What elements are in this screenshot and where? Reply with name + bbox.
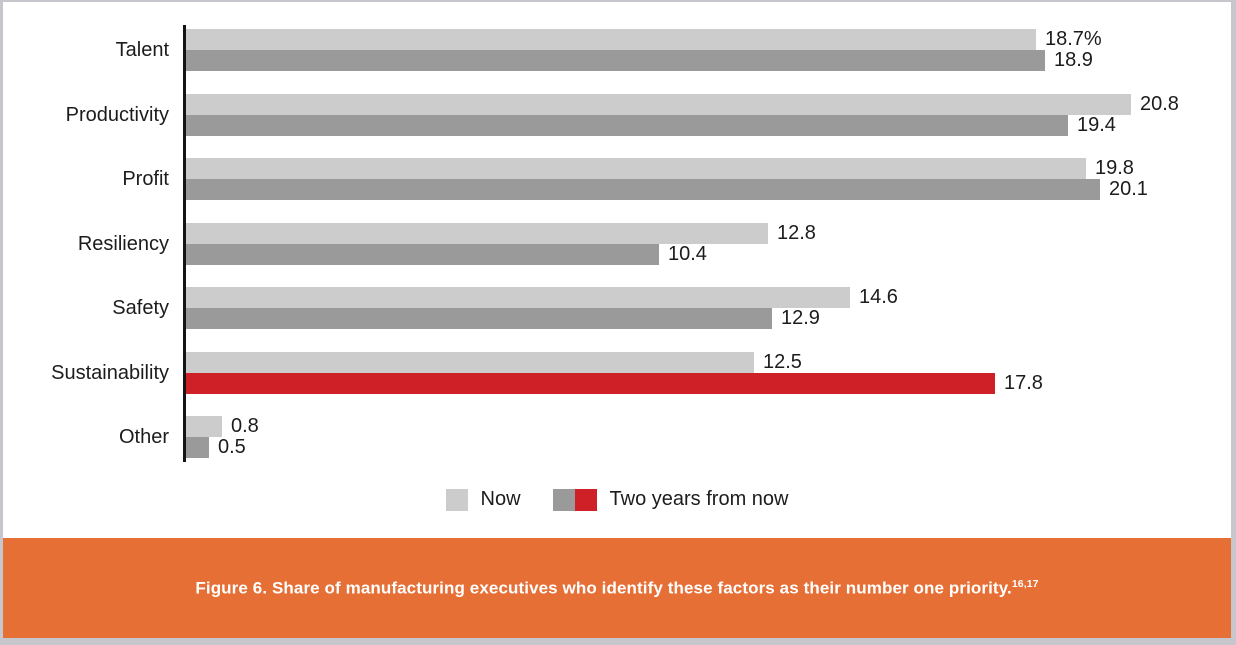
chart-row: Safety 14.6 12.9 [3, 287, 1231, 329]
bar-value-label: 19.4 [1077, 113, 1116, 136]
y-axis-line [183, 25, 186, 462]
bar-value-label: 18.7% [1045, 28, 1102, 50]
bar-future-productivity [186, 114, 1068, 136]
chart-rows: Talent 18.7% 18.9 Productivity 20.8 19.4 Profi… [3, 2, 1231, 458]
legend-swatch-future-gray [552, 488, 575, 511]
legend-swatch-now [445, 488, 468, 511]
legend-label-now: Now [480, 488, 521, 510]
bar-line: 0.5 [186, 437, 1231, 458]
chart-area: Talent 18.7% 18.9 Productivity 20.8 19.4 Profi… [3, 2, 1231, 538]
caption-text: Figure 6. Share of manufacturing executi… [195, 578, 1012, 598]
bar-future-talent [186, 50, 1045, 71]
bar-line: 17.8 [186, 371, 1231, 394]
chart-row: Resiliency 12.8 10.4 [3, 221, 1231, 265]
category-label: Talent [115, 39, 169, 61]
bar-line: 12.5 [186, 350, 1231, 373]
figure-caption: Figure 6. Share of manufacturing executi… [195, 578, 1038, 599]
category-label: Safety [112, 297, 169, 319]
bar-value-label: 10.4 [668, 242, 707, 265]
bar-value-label: 20.8 [1140, 92, 1179, 115]
bar-now-resiliency [186, 222, 768, 244]
bar-value-label: 19.8 [1095, 157, 1134, 179]
legend-item-now: Now [445, 488, 521, 511]
bar-value-label: 12.8 [777, 221, 816, 244]
bar-line: 19.8 [186, 158, 1231, 179]
chart-row: Sustainability 12.5 17.8 [3, 350, 1231, 394]
category-label: Productivity [65, 103, 169, 126]
bar-future-profit [186, 179, 1100, 200]
bar-line: 14.6 [186, 287, 1231, 308]
category-label: Sustainability [51, 361, 169, 384]
category-label: Resiliency [77, 232, 169, 255]
bar-value-label: 12.9 [781, 307, 820, 329]
bar-now-talent [186, 29, 1036, 50]
bar-value-label: 14.6 [859, 286, 898, 308]
caption-band: Figure 6. Share of manufacturing executi… [3, 538, 1231, 638]
legend: Now Two years from now [3, 488, 1231, 511]
bar-line: 12.8 [186, 221, 1231, 244]
caption-footnote-refs: 16,17 [1011, 577, 1039, 590]
bar-now-sustainability [186, 351, 754, 373]
bar-line: 18.7% [186, 29, 1231, 50]
bar-line: 19.4 [186, 113, 1231, 136]
bar-future-other [186, 437, 209, 458]
bar-line: 10.4 [186, 242, 1231, 265]
bar-value-label: 12.5 [763, 350, 802, 373]
legend-item-future: Two years from now [552, 488, 789, 511]
bar-value-label: 0.5 [218, 436, 246, 458]
category-label: Other [118, 426, 169, 448]
bar-now-other [186, 416, 222, 437]
chart-row: Profit 19.8 20.1 [3, 158, 1231, 200]
chart-row: Other 0.8 0.5 [3, 416, 1231, 458]
bar-now-profit [186, 158, 1086, 179]
category-label: Profit [122, 168, 169, 190]
bar-future-safety [186, 308, 772, 329]
bar-value-label: 18.9 [1054, 49, 1093, 71]
chart-row: Productivity 20.8 19.4 [3, 92, 1231, 136]
bar-now-productivity [186, 93, 1131, 115]
bar-line: 20.1 [186, 179, 1231, 200]
bar-future-sustainability [186, 372, 995, 394]
bar-value-label: 0.8 [231, 415, 259, 437]
figure-frame: Talent 18.7% 18.9 Productivity 20.8 19.4 Profi… [3, 2, 1231, 638]
bar-line: 0.8 [186, 416, 1231, 437]
legend-label-future: Two years from now [609, 488, 789, 510]
bar-future-resiliency [186, 243, 659, 265]
bar-now-safety [186, 287, 850, 308]
chart-row: Talent 18.7% 18.9 [3, 29, 1231, 71]
bar-line: 20.8 [186, 92, 1231, 115]
legend-swatch-future-red [574, 488, 597, 511]
bar-value-label: 17.8 [1004, 371, 1043, 394]
bar-line: 12.9 [186, 308, 1231, 329]
bar-value-label: 20.1 [1109, 178, 1148, 200]
bar-line: 18.9 [186, 50, 1231, 71]
